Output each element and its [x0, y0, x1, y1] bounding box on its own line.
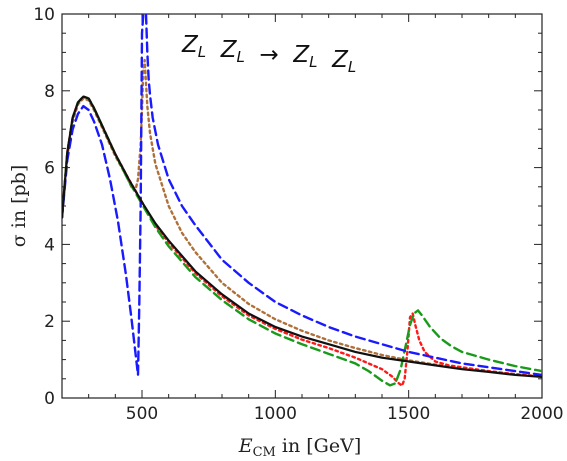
annotation-symbol: Z [331, 47, 349, 73]
y-tick-label: 2 [44, 312, 55, 332]
annotation-space [206, 37, 221, 63]
annotation-subscript: L [309, 53, 317, 71]
y-tick-label: 8 [44, 82, 55, 102]
y-tick-label: 10 [33, 5, 55, 25]
y-axis-title: σ in [pb] [8, 165, 30, 248]
annotation-arrow: → [260, 42, 279, 68]
x-tick-label: 1500 [387, 404, 430, 424]
x-axis-title: ECM in [GeV] [238, 435, 362, 460]
annotation-symbol: Z [181, 32, 199, 58]
annotation-symbol: Z [292, 42, 310, 68]
series-line-2 [62, 58, 542, 378]
series-layer [62, 14, 542, 387]
x-tick-label: 2000 [520, 404, 563, 424]
y-tick-label: 4 [44, 235, 55, 255]
axis-tick-labels: 500 1000 1500 2000 0 2 4 6 8 10 [33, 5, 563, 424]
y-tick-label: 6 [44, 159, 55, 179]
series-line-1 [62, 14, 542, 377]
annotation-space [318, 47, 333, 73]
x-axis-title-sub: CM [253, 445, 276, 460]
annotation-subscript: L [198, 43, 206, 61]
annotation-symbol: Z [220, 37, 238, 63]
process-annotation: ZL ZL → ZL ZL [181, 32, 356, 76]
x-axis-title-rest: in [GeV] [276, 435, 361, 457]
series-line-0 [62, 95, 542, 378]
annotation-subscript: L [237, 48, 245, 66]
y-tick-label: 0 [44, 389, 55, 409]
x-tick-label: 500 [126, 404, 158, 424]
axis-ticks [61, 13, 543, 399]
x-axis-title-main: E [238, 435, 253, 457]
x-tick-label: 1000 [254, 404, 297, 424]
annotation-subscript: L [348, 58, 356, 76]
annotation-space [279, 42, 294, 68]
annotation-space [245, 42, 260, 68]
